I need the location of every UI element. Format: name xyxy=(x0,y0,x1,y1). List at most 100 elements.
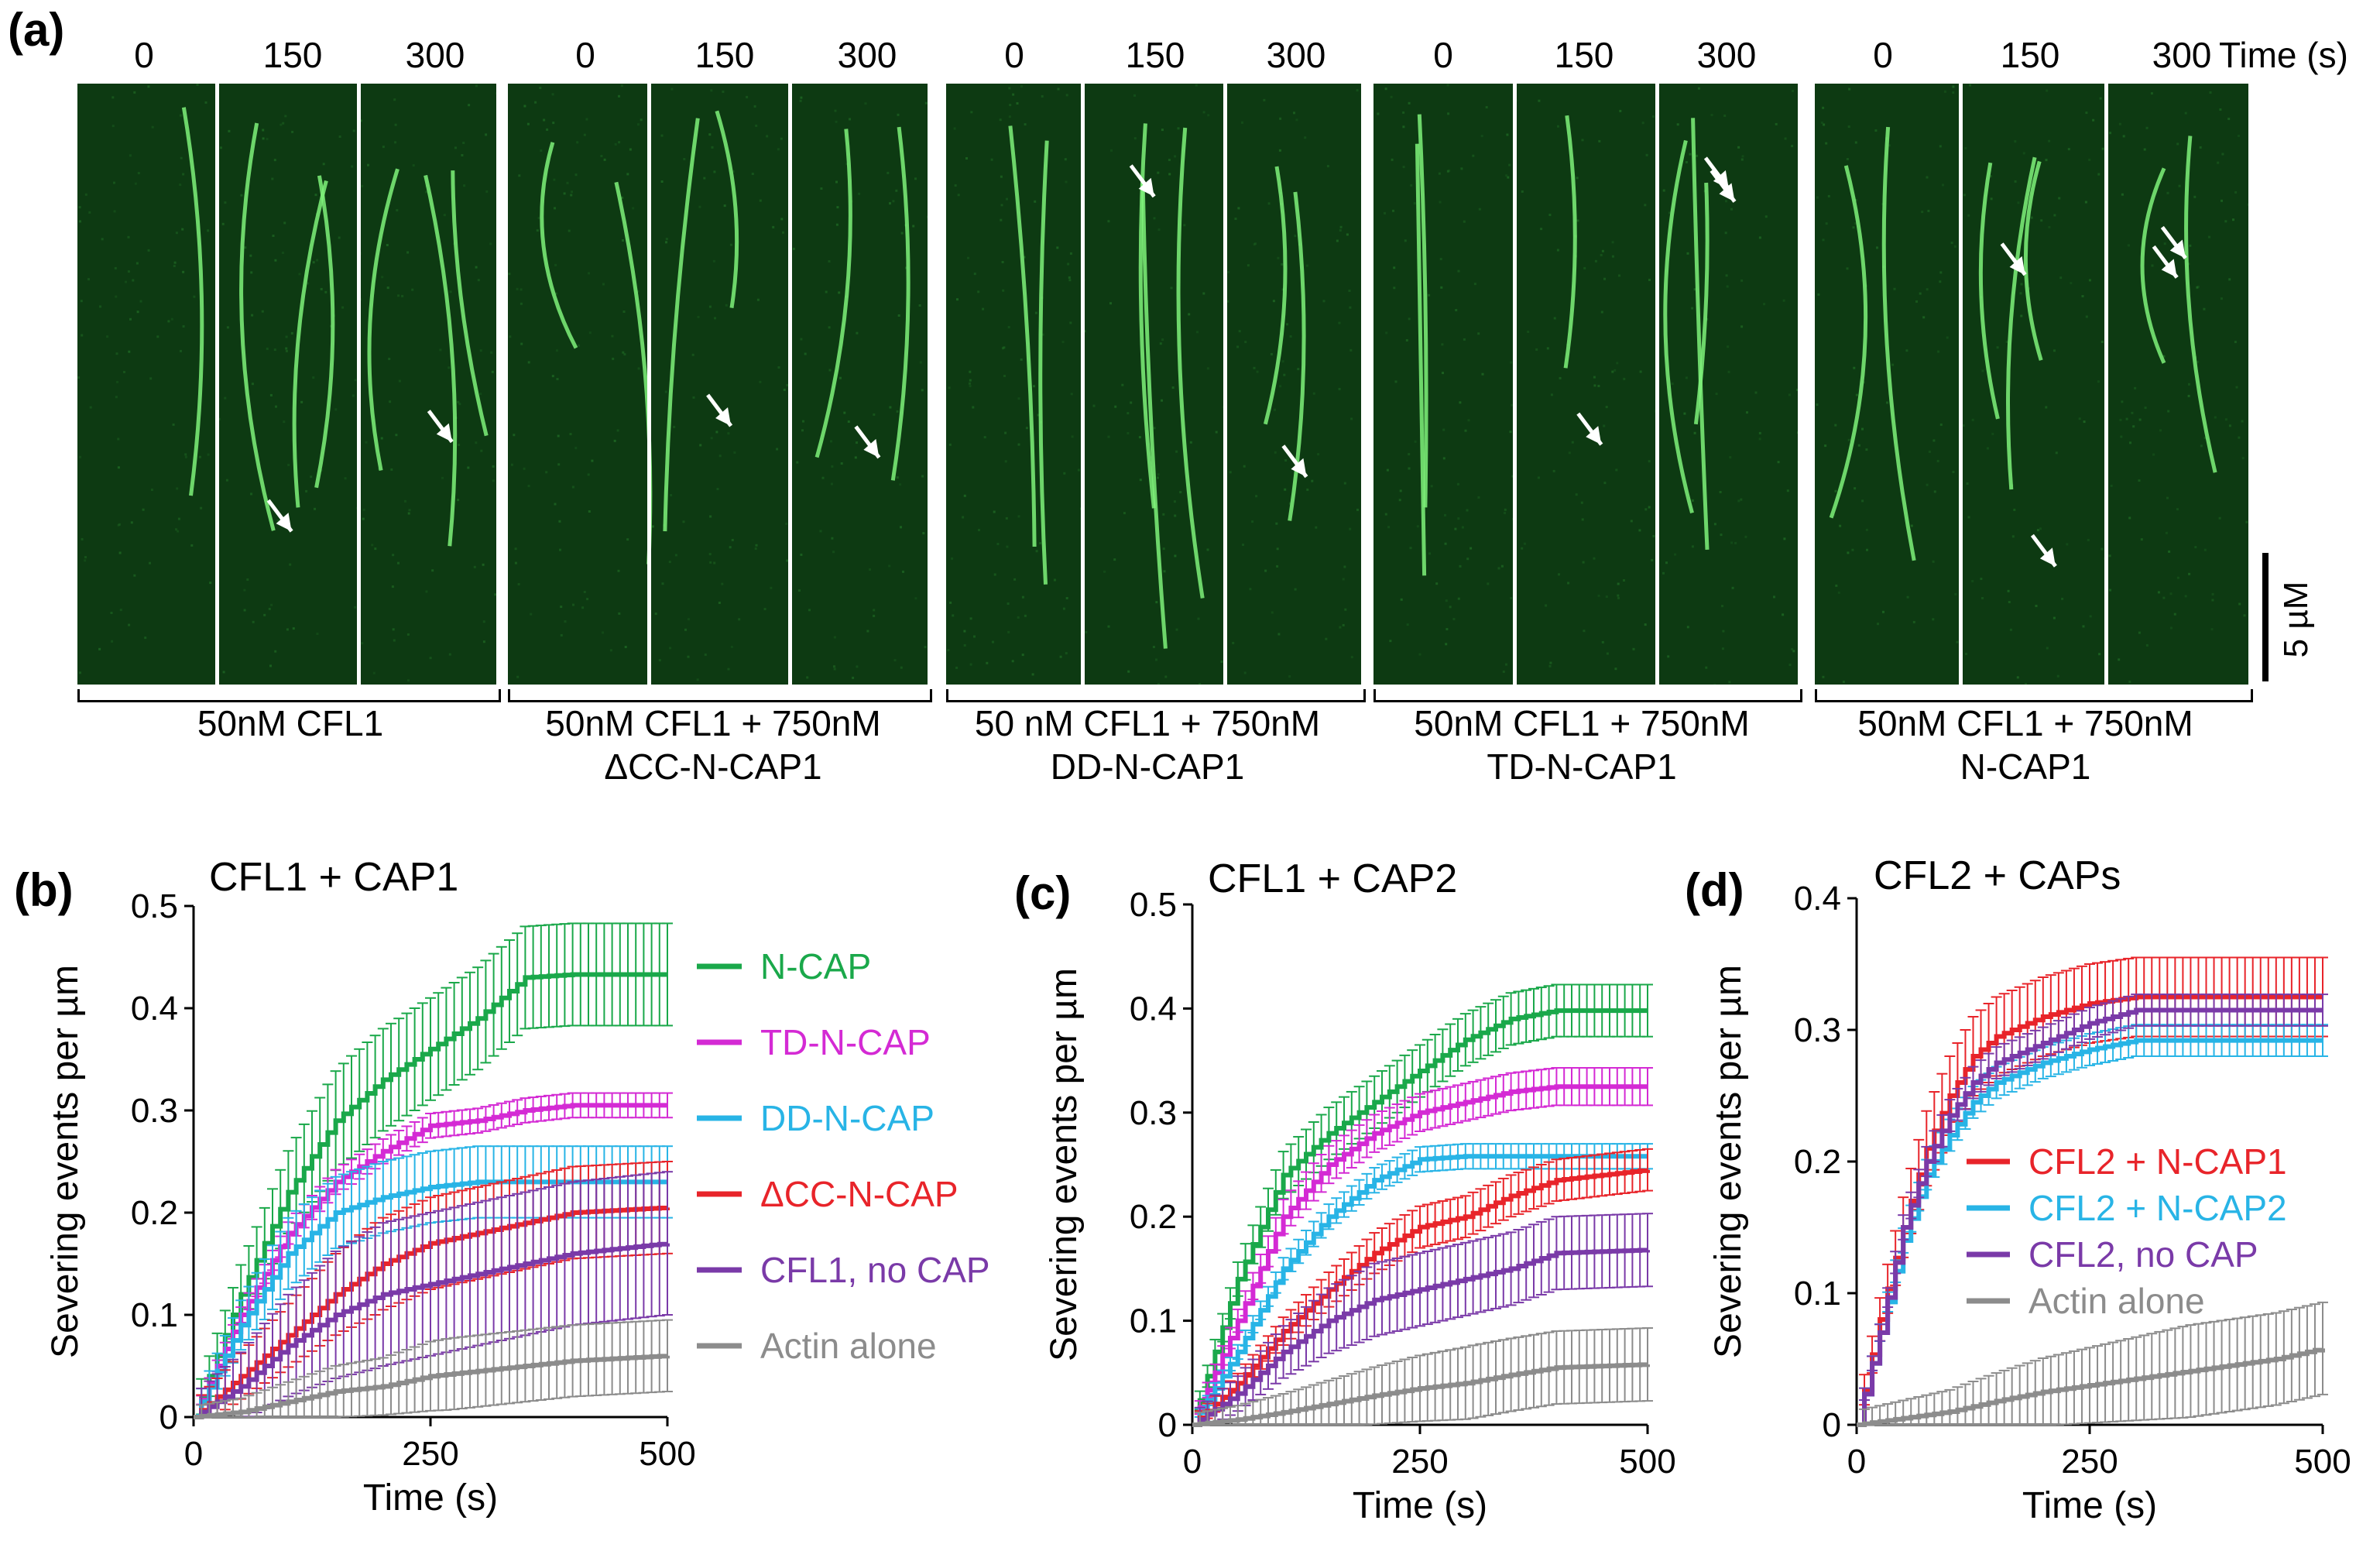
x-tick-label: 250 xyxy=(402,1435,458,1473)
time-tick: 150 xyxy=(1554,35,1614,75)
legend-label: ΔCC-N-CAP xyxy=(760,1174,959,1214)
time-tick: 300 xyxy=(1696,35,1757,75)
series-line xyxy=(194,1354,670,1419)
panel-a-letter: (a) xyxy=(8,4,65,56)
group-bracket xyxy=(508,689,932,702)
series-line xyxy=(1192,1154,1648,1427)
strip-separator xyxy=(215,84,219,685)
series-line xyxy=(194,1241,670,1419)
y-tick-label: 0.3 xyxy=(131,1092,178,1130)
condition-label: 50nM CFL1 + 750nM TD-N-CAP1 xyxy=(1414,703,1750,787)
time-tick: 0 xyxy=(134,35,154,75)
series-line xyxy=(1192,1362,1650,1427)
panel-letter: (c) xyxy=(1014,867,1071,919)
strip-separator xyxy=(1081,84,1085,685)
strip-separator xyxy=(788,84,792,685)
strip-separator xyxy=(1655,84,1659,685)
panel-letter: (b) xyxy=(14,864,74,916)
micrograph-group xyxy=(508,84,928,685)
time-tick: 0 xyxy=(1873,35,1893,75)
x-axis-label: Time (s) xyxy=(363,1477,498,1519)
micrograph-group xyxy=(1373,84,1798,685)
y-tick-label: 0.2 xyxy=(131,1194,178,1232)
legend-label: N-CAP xyxy=(760,946,871,987)
series-line xyxy=(1857,1007,2323,1427)
chart-title: CFL2 + CAPs xyxy=(1874,853,2121,898)
micrograph-group xyxy=(1815,84,2248,685)
series-line xyxy=(1192,1084,1648,1427)
x-axis-label: Time (s) xyxy=(2022,1485,2157,1526)
strip-separator xyxy=(1959,84,1963,685)
y-tick-label: 0 xyxy=(159,1398,178,1436)
time-tick: 150 xyxy=(2000,35,2060,75)
y-tick-label: 0.2 xyxy=(1794,1143,1841,1181)
y-tick-label: 0 xyxy=(1158,1406,1177,1444)
y-tick-label: 0.4 xyxy=(1794,880,1841,918)
legend-label: Actin alone xyxy=(2028,1281,2205,1321)
y-tick-label: 0.2 xyxy=(1130,1198,1177,1236)
y-axis-label: Severing events per µm xyxy=(1708,965,1749,1358)
strip-separator xyxy=(1223,84,1227,685)
x-axis-label: Time (s) xyxy=(1353,1485,1487,1526)
legend-label: Actin alone xyxy=(760,1326,937,1366)
chart-title: CFL1 + CAP1 xyxy=(209,855,458,900)
y-axis-label: Severing events per µm xyxy=(45,965,86,1358)
y-axis-label: Severing events per µm xyxy=(1044,968,1085,1361)
x-tick-label: 500 xyxy=(639,1435,695,1473)
legend-label: CFL1, no CAP xyxy=(760,1250,990,1290)
time-unit-label: Time (s) xyxy=(2219,35,2348,75)
x-tick-label: 500 xyxy=(1619,1443,1675,1481)
time-tick: 300 xyxy=(837,35,897,75)
legend-label: CFL2 + N-CAP1 xyxy=(2028,1141,2287,1182)
micrograph-group xyxy=(946,84,1361,685)
series-line xyxy=(1857,1347,2325,1427)
condition-label: 50nM CFL1 xyxy=(197,703,384,743)
legend-label: DD-N-CAP xyxy=(760,1098,935,1138)
x-tick-label: 0 xyxy=(1183,1443,1202,1481)
condition-label: 50nM CFL1 + 750nM ΔCC-N-CAP1 xyxy=(545,703,881,787)
x-tick-label: 0 xyxy=(184,1435,203,1473)
strip-separator xyxy=(647,84,651,685)
y-tick-label: 0.5 xyxy=(131,887,178,925)
legend-label: CFL2 + N-CAP2 xyxy=(2028,1188,2287,1228)
x-tick-label: 500 xyxy=(2294,1443,2351,1481)
group-bracket xyxy=(1815,689,2253,702)
y-tick-label: 0.1 xyxy=(1130,1302,1177,1340)
y-tick-label: 0.5 xyxy=(1130,886,1177,924)
x-tick-label: 250 xyxy=(1391,1443,1448,1481)
group-bracket xyxy=(1373,689,1802,702)
y-tick-label: 0 xyxy=(1823,1406,1841,1444)
legend-label: CFL2, no CAP xyxy=(2028,1234,2258,1275)
strip-separator xyxy=(2104,84,2108,685)
group-bracket xyxy=(77,689,501,702)
series-line xyxy=(1192,1247,1650,1427)
strip-separator xyxy=(1513,84,1517,685)
y-tick-label: 0.4 xyxy=(131,990,178,1028)
time-tick: 300 xyxy=(405,35,465,75)
y-tick-label: 0.4 xyxy=(1130,990,1177,1028)
panel-letter: (d) xyxy=(1685,864,1744,916)
strip-separator xyxy=(357,84,361,685)
time-tick: 150 xyxy=(1125,35,1185,75)
x-tick-label: 250 xyxy=(2061,1443,2118,1481)
time-tick: 0 xyxy=(1433,35,1453,75)
group-bracket xyxy=(946,689,1366,702)
y-tick-label: 0.3 xyxy=(1130,1094,1177,1132)
time-tick: 0 xyxy=(1004,35,1024,75)
condition-label: 50 nM CFL1 + 750nM DD-N-CAP1 xyxy=(974,703,1321,787)
x-tick-label: 0 xyxy=(1847,1443,1866,1481)
y-tick-label: 0.1 xyxy=(1794,1275,1841,1313)
legend-label: TD-N-CAP xyxy=(760,1022,931,1062)
micrograph-group xyxy=(77,84,496,685)
series-line xyxy=(1192,1008,1648,1427)
y-tick-label: 0.1 xyxy=(131,1296,178,1334)
scale-bar xyxy=(2262,553,2269,681)
time-tick: 0 xyxy=(575,35,595,75)
condition-label: 50nM CFL1 + 750nM N-CAP1 xyxy=(1857,703,2193,787)
series-line xyxy=(194,972,667,1419)
time-tick: 150 xyxy=(262,35,323,75)
time-tick: 300 xyxy=(2152,35,2212,75)
y-tick-label: 0.3 xyxy=(1794,1011,1841,1049)
chart-title: CFL1 + CAP2 xyxy=(1208,856,1457,901)
